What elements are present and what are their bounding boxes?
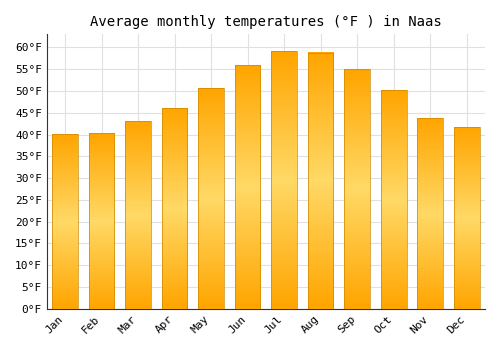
Title: Average monthly temperatures (°F ) in Naas: Average monthly temperatures (°F ) in Na…: [90, 15, 442, 29]
Bar: [418, 118, 443, 309]
Bar: [126, 121, 151, 309]
Bar: [454, 127, 479, 309]
Bar: [344, 69, 370, 309]
Bar: [89, 133, 114, 309]
Bar: [235, 65, 260, 309]
Bar: [308, 52, 334, 309]
Bar: [381, 90, 406, 309]
Bar: [272, 51, 297, 309]
Bar: [52, 134, 78, 309]
Bar: [198, 88, 224, 309]
Bar: [162, 108, 188, 309]
